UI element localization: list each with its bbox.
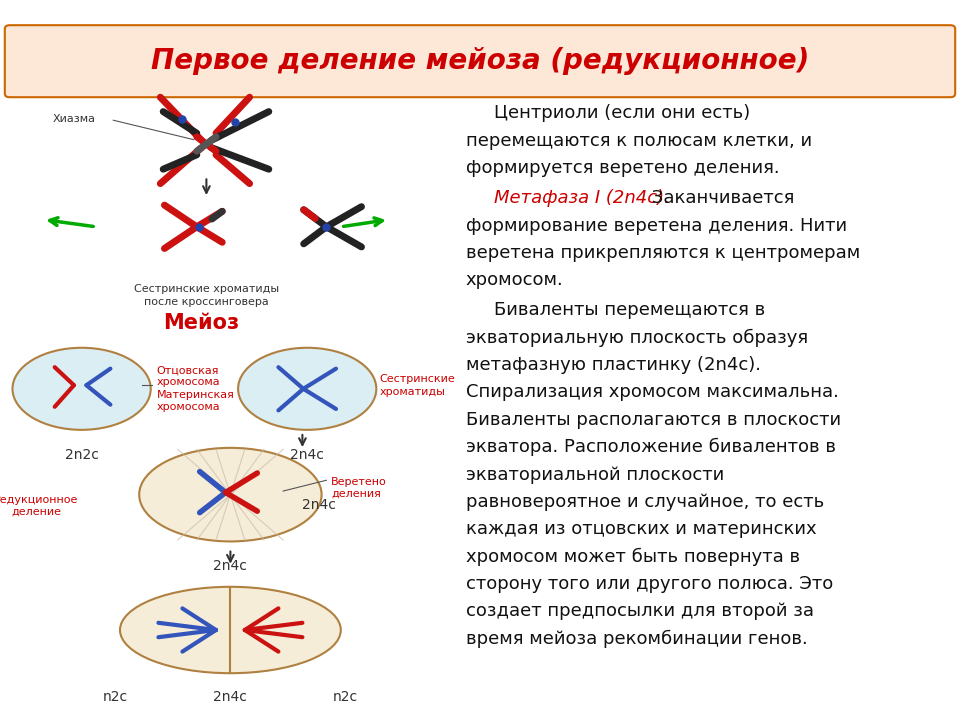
Text: метафазную пластинку (2n4c).: метафазную пластинку (2n4c). <box>466 356 760 374</box>
Text: Центриоли (если они есть): Центриоли (если они есть) <box>494 104 751 122</box>
Ellipse shape <box>139 448 322 541</box>
Text: n2c: n2c <box>103 690 128 703</box>
Text: 2n4c: 2n4c <box>290 448 324 462</box>
Text: Метафаза I (2n4c).: Метафаза I (2n4c). <box>494 189 670 207</box>
Text: Материнская: Материнская <box>156 390 234 400</box>
Text: Заканчивается: Заканчивается <box>646 189 795 207</box>
Text: Биваленты перемещаются в: Биваленты перемещаются в <box>494 302 766 320</box>
Text: хромосом может быть повернута в: хромосом может быть повернута в <box>466 548 800 566</box>
Text: деления: деления <box>331 489 381 499</box>
Text: Мейоз: Мейоз <box>163 313 240 333</box>
Text: хроматиды: хроматиды <box>379 387 445 397</box>
Text: Редукционное: Редукционное <box>0 495 79 505</box>
Text: экватора. Расположение бивалентов в: экватора. Расположение бивалентов в <box>466 438 835 456</box>
Text: 2n4c: 2n4c <box>302 498 336 512</box>
Text: перемещаются к полюсам клетки, и: перемещаются к полюсам клетки, и <box>466 132 812 150</box>
Text: хромосома: хромосома <box>156 402 220 412</box>
Text: создает предпосылки для второй за: создает предпосылки для второй за <box>466 603 814 621</box>
Text: 2n2c: 2n2c <box>64 448 99 462</box>
Ellipse shape <box>120 587 341 673</box>
Text: экваториальную плоскость образуя: экваториальную плоскость образуя <box>466 329 807 347</box>
Text: равновероятное и случайное, то есть: равновероятное и случайное, то есть <box>466 493 824 511</box>
Text: формируется веретено деления.: формируется веретено деления. <box>466 159 780 177</box>
Text: Веретено: Веретено <box>331 477 387 487</box>
Text: Хиазма: Хиазма <box>53 114 96 124</box>
Text: Отцовская: Отцовская <box>156 365 219 375</box>
Ellipse shape <box>12 348 151 430</box>
Text: Сестринские: Сестринские <box>379 374 455 384</box>
Text: веретена прикрепляются к центромерам: веретена прикрепляются к центромерам <box>466 244 860 262</box>
Text: 2n4c: 2n4c <box>213 690 248 703</box>
FancyBboxPatch shape <box>5 25 955 97</box>
Text: n2c: n2c <box>333 690 358 703</box>
Text: формирование веретена деления. Нити: формирование веретена деления. Нити <box>466 217 847 235</box>
Text: после кроссинговера: после кроссинговера <box>144 297 269 307</box>
Text: хромосома: хромосома <box>156 377 220 387</box>
Text: Сестринские хроматиды: Сестринские хроматиды <box>133 284 279 294</box>
Text: время мейоза рекомбинации генов.: время мейоза рекомбинации генов. <box>466 630 807 648</box>
Text: Первое деление мейоза (редукционное): Первое деление мейоза (редукционное) <box>151 48 809 75</box>
Text: экваториальной плоскости: экваториальной плоскости <box>466 466 724 484</box>
Text: каждая из отцовских и материнских: каждая из отцовских и материнских <box>466 521 816 539</box>
Text: Спирализация хромосом максимальна.: Спирализация хромосом максимальна. <box>466 384 838 402</box>
Text: 2n4c: 2n4c <box>213 559 248 573</box>
Text: сторону того или другого полюса. Это: сторону того или другого полюса. Это <box>466 575 833 593</box>
Text: деление: деление <box>12 507 61 517</box>
Text: Биваленты располагаются в плоскости: Биваленты располагаются в плоскости <box>466 411 841 429</box>
Ellipse shape <box>238 348 376 430</box>
Text: хромосом.: хромосом. <box>466 271 564 289</box>
